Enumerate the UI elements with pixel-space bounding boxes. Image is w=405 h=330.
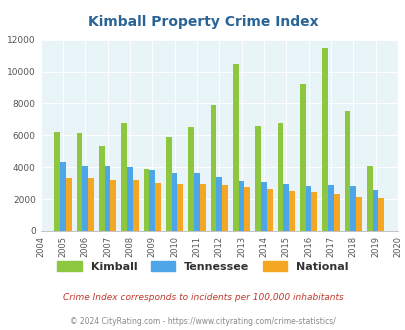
Bar <box>238 181 244 231</box>
Text: © 2024 CityRating.com - https://www.cityrating.com/crime-statistics/: © 2024 CityRating.com - https://www.city… <box>70 317 335 326</box>
Text: Crime Index corresponds to incidents per 100,000 inhabitants: Crime Index corresponds to incidents per… <box>62 292 343 302</box>
Bar <box>66 178 71 231</box>
Bar <box>177 184 183 231</box>
Bar <box>260 182 266 231</box>
Bar <box>232 63 238 231</box>
Bar <box>216 177 222 231</box>
Bar <box>333 193 339 231</box>
Bar <box>54 132 60 231</box>
Bar <box>350 186 355 231</box>
Bar <box>355 197 361 231</box>
Bar <box>166 137 171 231</box>
Bar <box>149 170 155 231</box>
Bar <box>132 180 138 231</box>
Bar <box>104 166 110 231</box>
Bar <box>143 169 149 231</box>
Bar <box>322 48 327 231</box>
Bar <box>121 123 127 231</box>
Bar <box>88 178 94 231</box>
Bar <box>255 126 260 231</box>
Bar <box>266 189 272 231</box>
Bar <box>60 162 66 231</box>
Bar <box>244 187 249 231</box>
Bar <box>99 146 104 231</box>
Bar <box>377 197 383 231</box>
Bar <box>277 122 283 231</box>
Bar <box>82 166 88 231</box>
Bar <box>194 173 199 231</box>
Bar <box>171 173 177 231</box>
Bar <box>305 185 311 231</box>
Bar <box>110 180 116 231</box>
Bar <box>283 184 288 231</box>
Bar <box>222 185 227 231</box>
Bar <box>327 185 333 231</box>
Bar <box>299 84 305 231</box>
Bar <box>199 184 205 231</box>
Bar <box>155 183 160 231</box>
Bar <box>344 112 350 231</box>
Text: Kimball Property Crime Index: Kimball Property Crime Index <box>87 15 318 29</box>
Bar <box>127 167 132 231</box>
Legend: Kimball, Tennessee, National: Kimball, Tennessee, National <box>53 256 352 276</box>
Bar <box>210 105 216 231</box>
Bar <box>311 192 316 231</box>
Bar <box>372 190 377 231</box>
Bar <box>188 126 194 231</box>
Bar <box>366 166 372 231</box>
Bar <box>288 191 294 231</box>
Bar <box>77 133 82 231</box>
